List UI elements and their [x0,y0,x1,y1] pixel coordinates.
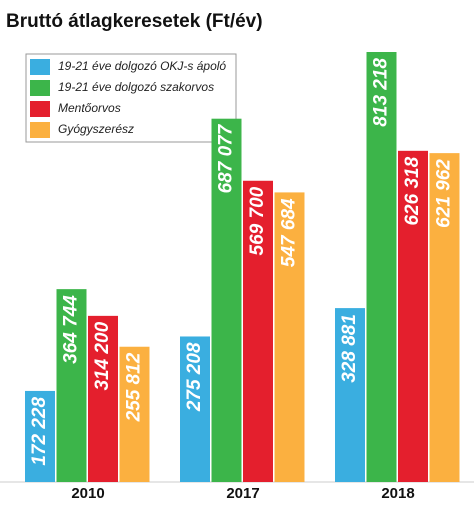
bar [274,192,305,482]
legend-label: 19-21 éve dolgozó szakorvos [58,80,214,94]
value-label: 172 228 [29,397,50,466]
value-label: 364 744 [61,295,82,364]
bar [398,150,428,482]
legend-swatch [30,101,50,117]
legend-label: Gyógyszerész [58,122,134,136]
legend-swatch [30,122,50,138]
x-tick-label: 2018 [381,485,414,502]
bar [180,336,210,482]
legend-box [25,53,237,143]
value-label: 813 218 [371,58,392,127]
bar [429,153,460,482]
bar [366,52,397,482]
bar [56,289,87,482]
legend-label: Mentőorvos [58,101,121,115]
legend-label: 19-21 éve dolgozó OKJ-s ápoló [58,59,226,73]
value-label: 314 200 [92,321,113,390]
bar [243,180,273,482]
chart-title: Bruttó átlagkeresetek (Ft/év) [6,11,263,32]
x-tick-label: 2010 [71,485,104,502]
bar [88,315,118,482]
legend-swatch [30,80,50,96]
bar [119,346,150,482]
value-label: 621 962 [434,159,455,228]
value-label: 547 684 [279,198,300,267]
value-label: 626 318 [402,156,423,225]
value-label: 255 812 [124,352,145,422]
value-label: 275 208 [184,342,205,412]
value-label: 687 077 [216,123,237,193]
value-label: 328 881 [339,314,360,383]
bar [25,390,55,482]
bar [211,118,242,482]
value-label: 569 700 [247,186,268,255]
x-tick-label: 2017 [226,485,259,502]
bar [335,308,365,482]
legend-swatch [30,59,50,75]
